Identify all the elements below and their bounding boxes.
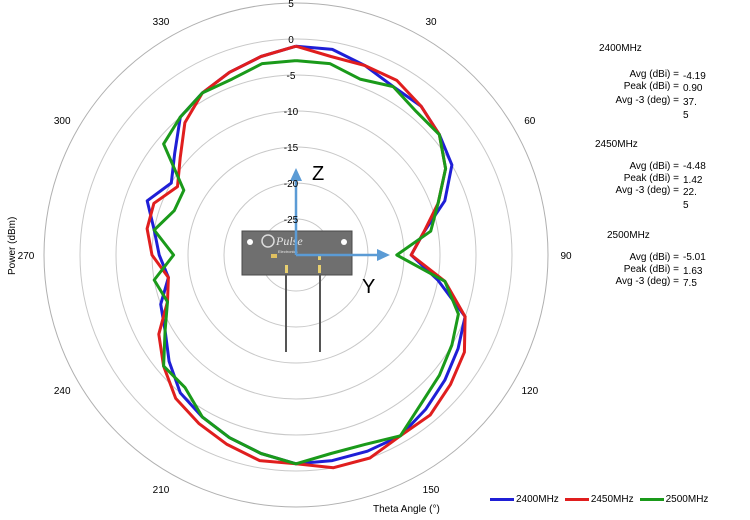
angle-tick-label: 330 [153,17,170,28]
antenna-brand: Pulse [275,234,303,248]
radial-tick-label: 5 [288,0,294,10]
stats-freq: 2500MHz [607,230,650,241]
x-axis-title: Theta Angle (°) [373,504,440,515]
grid-ring [187,146,405,364]
legend-item-2500: 2500MHz [639,494,709,505]
radial-tick-label: -5 [287,71,296,82]
radial-tick-label: -25 [284,215,299,226]
peak-value: 1.63 [683,266,703,277]
pulse-logo-icon [261,234,275,248]
grid-ring [115,74,477,436]
polar-grid [43,2,549,508]
grid-ring [43,2,549,508]
stats-block-2450: 2450MHz Avg (dBi) = -4.48 Peak (dBi) = 1… [585,138,745,228]
stats-freq: 2450MHz [595,139,638,150]
grid-ring [79,38,513,472]
peak-label: Peak (dBi) = [623,264,679,275]
y-axis-label: Y [362,276,375,298]
radial-tick-label: -15 [284,143,299,154]
peak-label: Peak (dBi) = [623,81,679,92]
legend-item-2400: 2400MHz [490,494,559,505]
avg3-value: 37. 5 [683,97,697,121]
z-axis-arrowhead [290,168,302,181]
antenna-image: Pulse Electronics [241,230,353,352]
peak-value: 0.90 [683,83,703,94]
series-line-2500MHz [152,59,460,466]
legend-swatch [639,498,664,501]
antenna-axes: Z Y [290,163,390,298]
avg-value: -5.01 [683,252,706,263]
antenna-pad-3 [318,265,321,273]
tick-labels: 50-5-10-15-20-25306090120150180210240270… [18,0,572,496]
avg3-label: Avg -3 (deg) = [615,95,679,106]
legend: 2400MHz 2450MHz 2500MHz [490,494,708,505]
avg3-value: 7.5 [683,278,697,289]
legend-label: 2500MHz [665,494,709,505]
radial-tick-label: -20 [284,179,299,190]
angle-tick-label: 120 [521,386,538,397]
avg3-label: Avg -3 (deg) = [615,276,679,287]
stats-freq: 2400MHz [599,43,642,54]
angle-tick-label: 240 [54,386,71,397]
antenna-pad-1 [285,265,288,273]
angle-tick-label: 270 [18,251,35,262]
peak-value: 1.42 [683,175,703,186]
peak-label: Peak (dBi) = [623,173,679,184]
avg-label: Avg (dBi) = [629,69,679,80]
avg-value: -4.48 [683,161,706,172]
radial-tick-label: 0 [288,35,294,46]
legend-swatch [564,498,589,501]
avg-label: Avg (dBi) = [629,161,679,172]
antenna-brand-sub: Electronics [278,249,298,254]
legend-label: 2450MHz [590,494,634,505]
antenna-chip [271,254,277,258]
angle-tick-label: 150 [423,485,440,496]
y-axis-arrowhead [377,249,390,261]
y-axis-title: Power (dBm) [7,217,18,275]
avg3-label: Avg -3 (deg) = [615,185,679,196]
legend-item-2450: 2450MHz [564,494,634,505]
z-axis-label: Z [312,163,324,185]
angle-tick-label: 300 [54,116,71,127]
angle-tick-label: 30 [425,17,437,28]
series-layer [145,44,467,470]
avg-value: -4.19 [683,71,706,82]
legend-label: 2400MHz [516,494,559,505]
antenna-hole-left [247,239,253,245]
angle-tick-label: 60 [524,116,536,127]
avg-label: Avg (dBi) = [629,252,679,263]
legend-swatch [490,498,514,501]
antenna-pad-2 [318,254,321,260]
angle-tick-label: 90 [560,251,572,262]
radial-tick-label: -10 [284,107,299,118]
stats-block-2500: 2500MHz Avg (dBi) = -5.01 Peak (dBi) = 1… [585,229,745,299]
avg3-value: 22. 5 [683,187,697,211]
angle-tick-label: 210 [153,485,170,496]
stats-block-2400: 2400MHz Avg (dBi) = -4.19 Peak (dBi) = 0… [585,42,745,137]
stats-panel: 2400MHz Avg (dBi) = -4.19 Peak (dBi) = 0… [585,42,745,302]
antenna-hole-right [341,239,347,245]
